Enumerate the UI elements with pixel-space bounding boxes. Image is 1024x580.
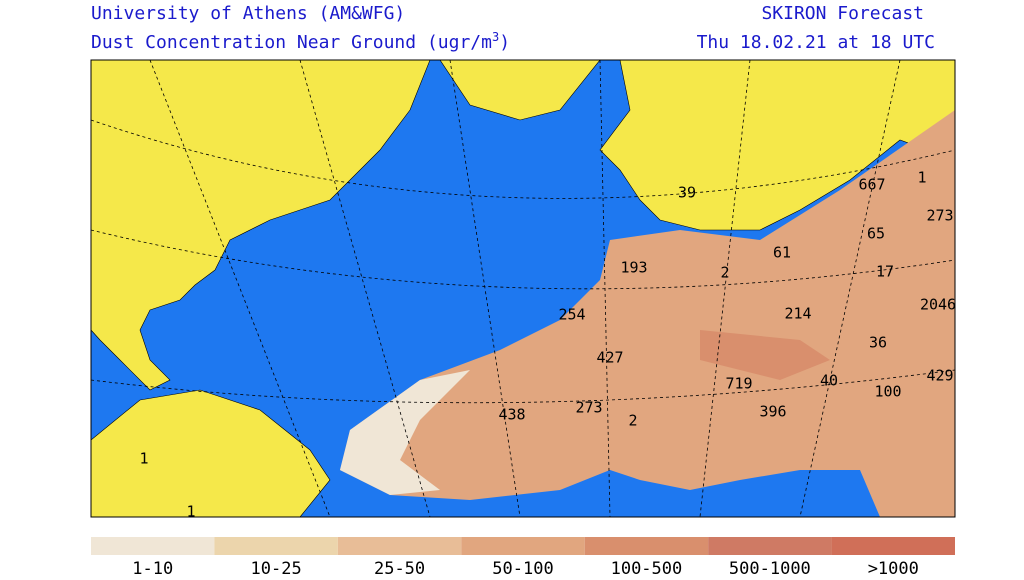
map-label: 254 [558,306,585,324]
header-subtitle: Dust Concentration Near Ground (ugr/m3) [91,30,510,53]
subtitle-text: Dust Concentration Near Ground (ugr/m [91,32,492,53]
map-label: 193 [620,259,647,277]
legend-swatch [831,537,955,555]
greenland [439,60,601,121]
legend-swatch [337,537,462,555]
dust-core [700,330,830,380]
map-label: 65 [867,225,885,243]
map-label: 1 [139,450,148,468]
legend-label: 1-10 [132,559,173,576]
graticule [91,60,955,517]
map-label: 40 [820,372,838,390]
legend-label: 500-1000 [729,559,811,576]
dust-plume [340,110,955,517]
south-america [91,389,331,517]
legend-swatch [584,537,709,555]
legend-label: >1000 [868,559,919,576]
map-label: 1 [186,503,195,521]
header-source: SKIRON Forecast [761,3,924,24]
map-label: 17 [876,263,894,281]
map-label: 273 [926,207,953,225]
subtitle-sup: 3 [492,30,499,44]
legend-label: 10-25 [251,559,302,576]
map-frame [90,59,956,518]
map-label: 2 [720,264,729,282]
map-label: 2 [628,412,637,430]
header-title: University of Athens (AM&WFG) [91,3,405,24]
map-label: 214 [784,305,811,323]
map [90,59,956,518]
map-label: 427 [596,349,623,367]
map-label: 36 [869,334,887,352]
dust-edge [340,370,470,495]
legend-swatch [461,537,585,555]
map-label: 2046 [920,296,956,314]
legend-swatch [708,537,832,555]
legend-swatch [214,537,338,555]
subtitle-end: ) [499,32,510,53]
legend: 1-10 10-25 25-50 50-100 100-500 500-1000 >1000 [91,537,955,579]
map-label: 100 [874,383,901,401]
map-label: 438 [498,406,525,424]
map-label: 61 [773,244,791,262]
legend-label: 100-500 [611,559,683,576]
map-label: 396 [759,403,786,421]
map-label: 1 [917,169,926,187]
legend-swatch [91,537,215,555]
north-america [91,60,431,391]
legend-label: 25-50 [374,559,425,576]
map-label: 273 [575,399,602,417]
header-date: Thu 18.02.21 at 18 UTC [697,32,935,53]
map-label: 429 [926,367,953,385]
map-label: 667 [858,176,885,194]
legend-label: 50-100 [492,559,553,576]
map-label: 39 [678,184,696,202]
map-labels: 667 1 273 65 17 2046 36 429 100 40 396 719 214 61 2 193… [139,169,956,521]
map-label: 719 [725,375,752,393]
